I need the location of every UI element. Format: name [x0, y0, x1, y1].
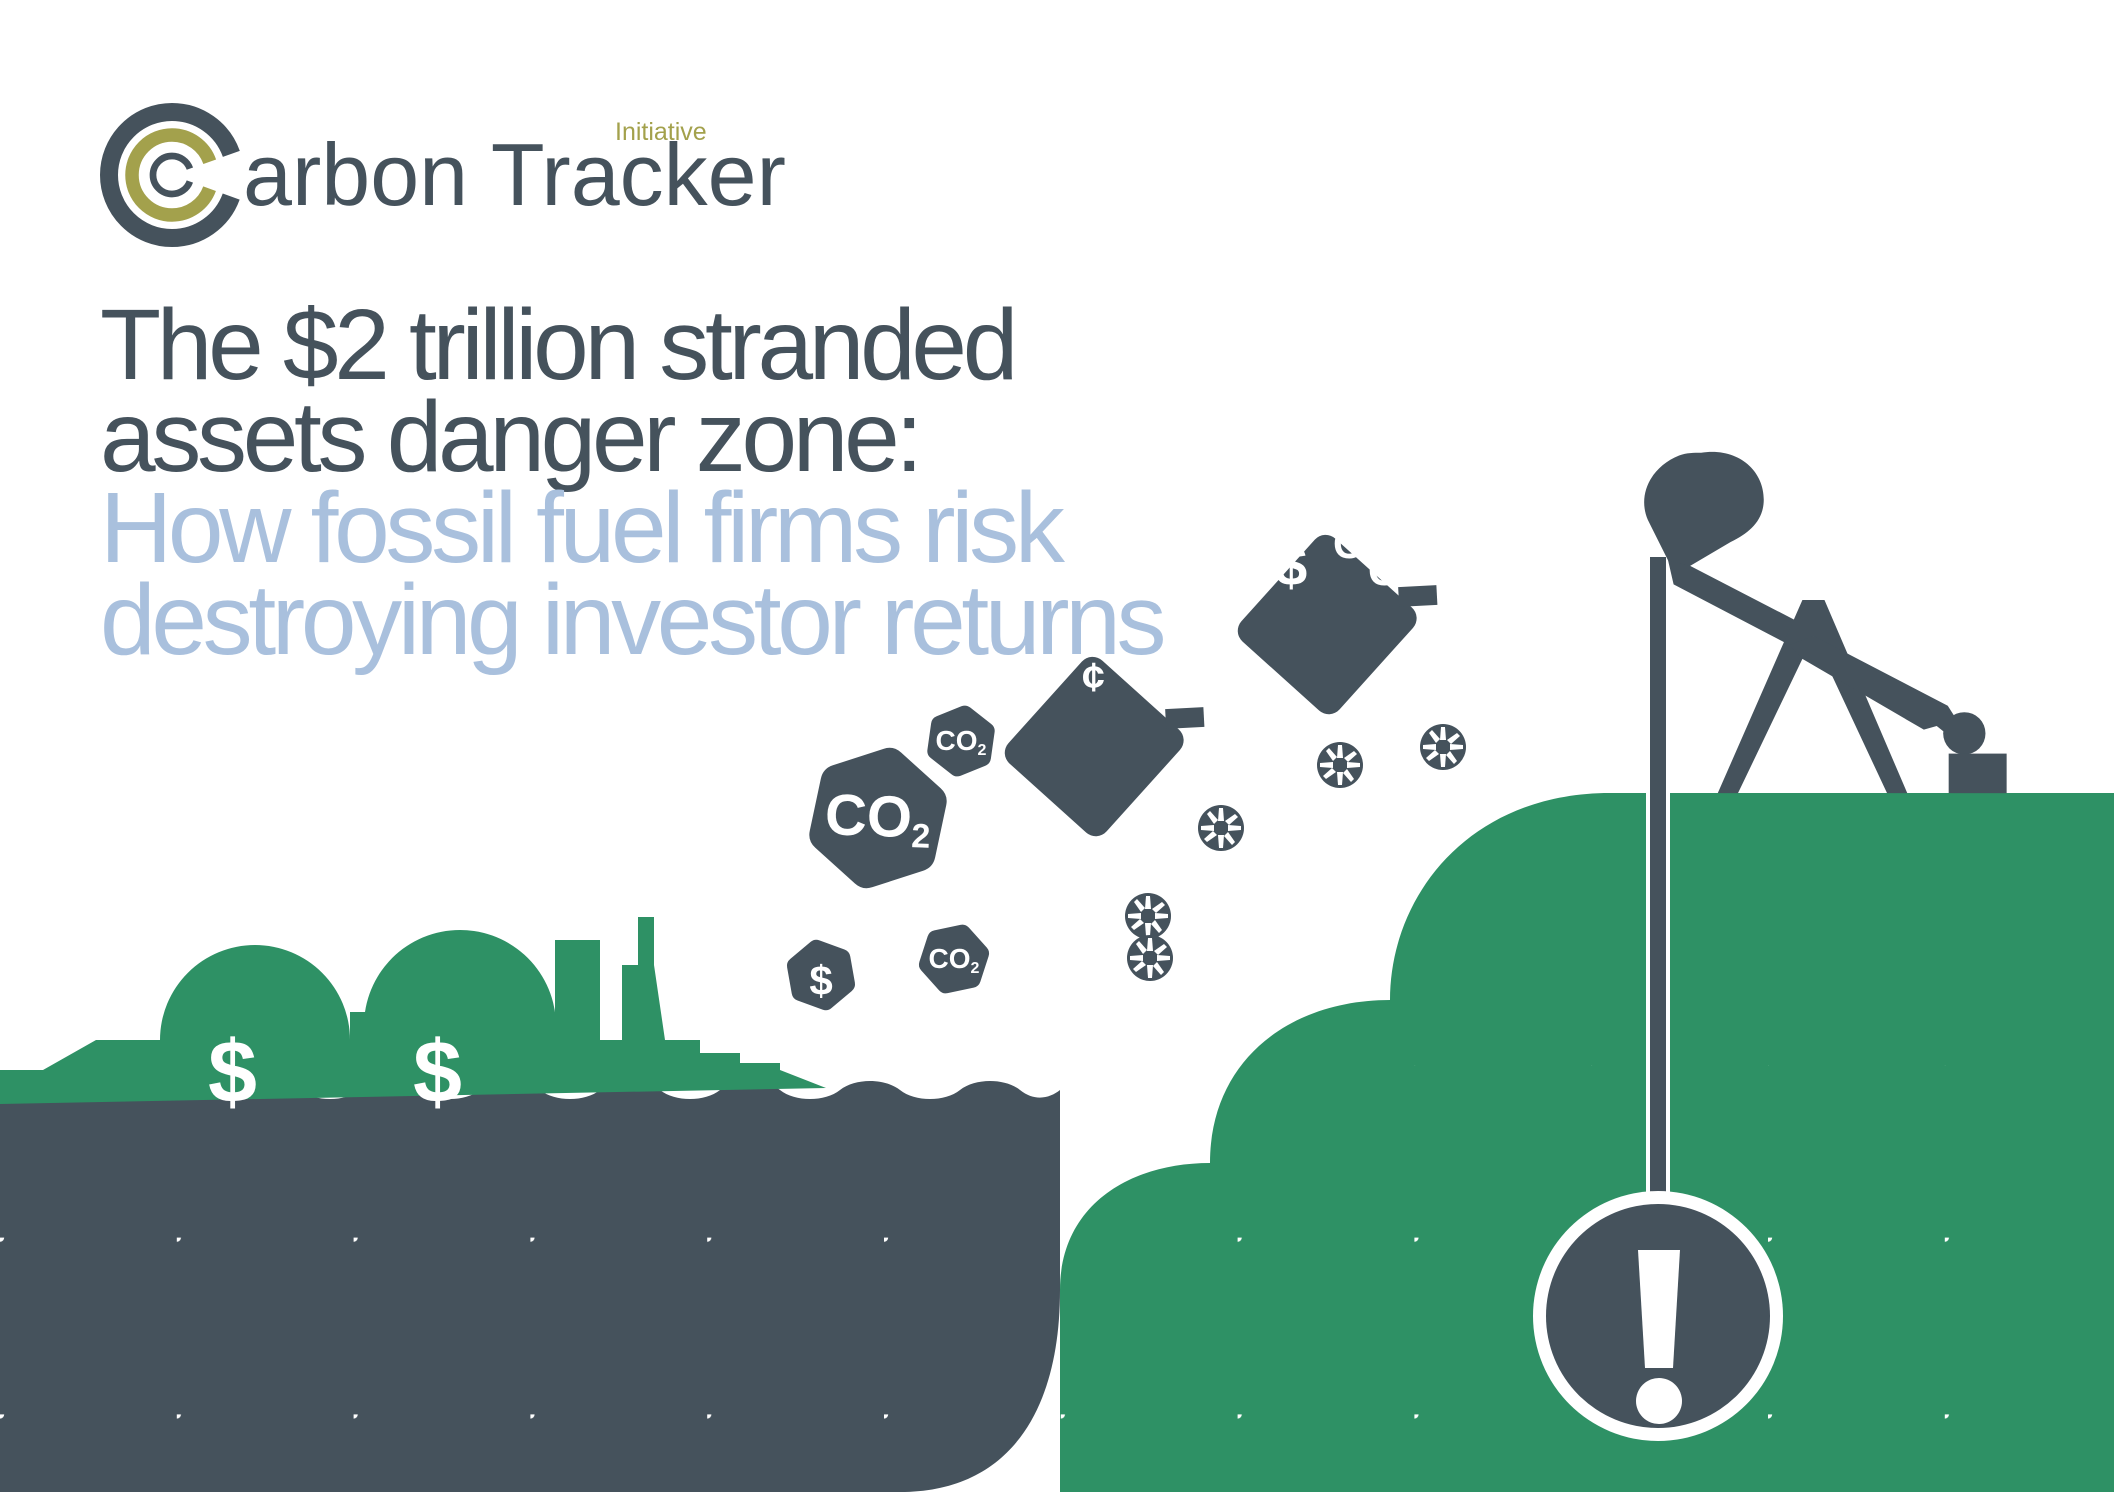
svg-text:Initiative: Initiative — [615, 118, 707, 146]
svg-text:$: $ — [413, 1022, 462, 1121]
svg-text:$: $ — [208, 1022, 257, 1121]
